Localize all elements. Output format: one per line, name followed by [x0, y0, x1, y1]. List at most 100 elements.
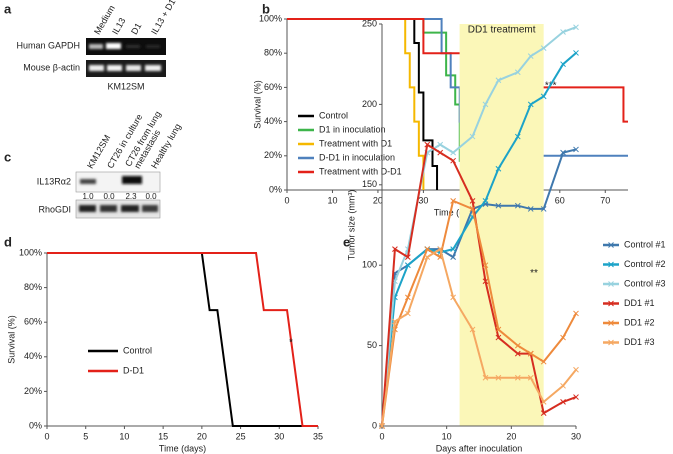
x-tick-label: 30 — [274, 431, 284, 441]
marker — [527, 374, 534, 381]
y-tick-label: 60% — [24, 317, 42, 327]
marker — [540, 399, 547, 405]
row-label: IL13Rα2 — [37, 176, 71, 186]
marker — [450, 254, 456, 261]
marker — [437, 141, 444, 148]
x-tick-label: 10 — [119, 431, 129, 441]
marker — [495, 202, 502, 209]
y-axis-label: Tumor size (mm³) — [346, 190, 356, 261]
marker — [469, 133, 476, 140]
y-tick-label: 0% — [29, 420, 42, 430]
legend-label: Treatment with D1 — [319, 138, 392, 148]
x-axis-label: Days after inoculation — [436, 443, 523, 453]
x-tick-label: 30 — [418, 195, 428, 205]
series-line — [287, 18, 425, 190]
legend-label: Control — [123, 345, 152, 355]
marker — [450, 294, 456, 301]
x-tick-label: 20 — [373, 195, 383, 205]
marker — [573, 366, 579, 373]
panel-label: c — [4, 149, 11, 164]
x-tick-label: 20 — [197, 431, 207, 441]
legend-label: D1 in inoculation — [319, 124, 386, 134]
marker — [514, 69, 521, 76]
x-tick-label: 20 — [506, 431, 516, 441]
x-tick-label: 0 — [379, 431, 384, 441]
x-tick-label: 15 — [158, 431, 168, 441]
x-tick-label: 25 — [236, 431, 246, 441]
marker — [437, 149, 444, 156]
panel-label: e — [343, 234, 350, 249]
x-axis-label: Time (days) — [434, 207, 481, 217]
marker — [527, 101, 534, 108]
y-tick-label: 60% — [264, 82, 282, 92]
marker — [540, 410, 547, 416]
marker — [514, 342, 521, 349]
marker — [573, 50, 579, 56]
legend-marker — [608, 261, 614, 268]
series-line — [381, 199, 577, 427]
y-axis-label: Survival (%) — [252, 80, 262, 129]
y-tick-label: 20% — [264, 150, 282, 160]
y-tick-label: 80% — [24, 282, 42, 292]
marker — [560, 29, 566, 35]
panel-label: b — [262, 1, 270, 16]
legend-label: DD1 #2 — [624, 317, 655, 327]
marker — [540, 93, 547, 100]
panel-label: a — [4, 1, 12, 16]
marker — [392, 318, 398, 325]
series-line — [381, 52, 577, 427]
marker — [495, 326, 502, 333]
legend-marker — [608, 242, 614, 248]
marker — [540, 45, 547, 51]
marker — [560, 61, 566, 68]
marker — [405, 254, 411, 261]
lane-label: D1 — [129, 21, 143, 36]
marker — [560, 382, 566, 389]
legend-label: D-D1 — [123, 365, 144, 375]
lane-label: IL13 + D1 — [149, 0, 177, 36]
x-tick-label: 10 — [327, 195, 337, 205]
marker — [495, 334, 502, 341]
marker — [469, 326, 476, 333]
bands — [89, 43, 160, 49]
y-tick-label: 100 — [362, 260, 377, 270]
marker — [450, 246, 456, 252]
x-tick-label: 30 — [571, 431, 581, 441]
x-tick-label: 70 — [600, 195, 610, 205]
y-tick-label: 40% — [264, 116, 282, 126]
annotation: * — [289, 338, 293, 349]
y-tick-label: 20% — [24, 386, 42, 396]
marker — [540, 206, 547, 212]
series-line — [287, 18, 628, 123]
y-tick-label: 250 — [362, 18, 377, 28]
marker — [482, 262, 489, 269]
marker — [482, 278, 489, 285]
y-tick-label: 0% — [269, 184, 282, 194]
legend-label: Treatment with D-D1 — [319, 166, 402, 176]
marker — [514, 374, 521, 381]
marker — [527, 206, 534, 212]
blot-c: IL13Rα2 RhoGDI 1.0 0.0 2.3 0.0 KM12SM CT… — [37, 109, 183, 219]
y-tick-label: 100% — [19, 247, 42, 257]
x-tick-label: 0 — [44, 431, 49, 441]
quant-value: 0.0 — [145, 192, 157, 201]
y-tick-label: 0 — [372, 420, 377, 430]
x-tick-label: 60 — [555, 195, 565, 205]
marker — [424, 254, 431, 261]
series-line — [287, 18, 439, 190]
legend-marker — [608, 339, 614, 346]
x-axis-label: Time (days) — [159, 443, 206, 453]
x-tick-label: 35 — [313, 431, 323, 441]
marker — [424, 246, 431, 252]
row-label: Human GAPDH — [16, 40, 80, 50]
marker — [573, 24, 579, 31]
marker — [424, 141, 431, 148]
row-label: Mouse β-actin — [23, 62, 80, 72]
caption: KM12SM — [107, 81, 144, 91]
quant-value: 0.0 — [103, 192, 115, 201]
marker — [450, 198, 456, 204]
legend-label: Control #1 — [624, 239, 666, 249]
quant-value: 1.0 — [82, 192, 94, 201]
legend-label: Control #3 — [624, 278, 666, 288]
